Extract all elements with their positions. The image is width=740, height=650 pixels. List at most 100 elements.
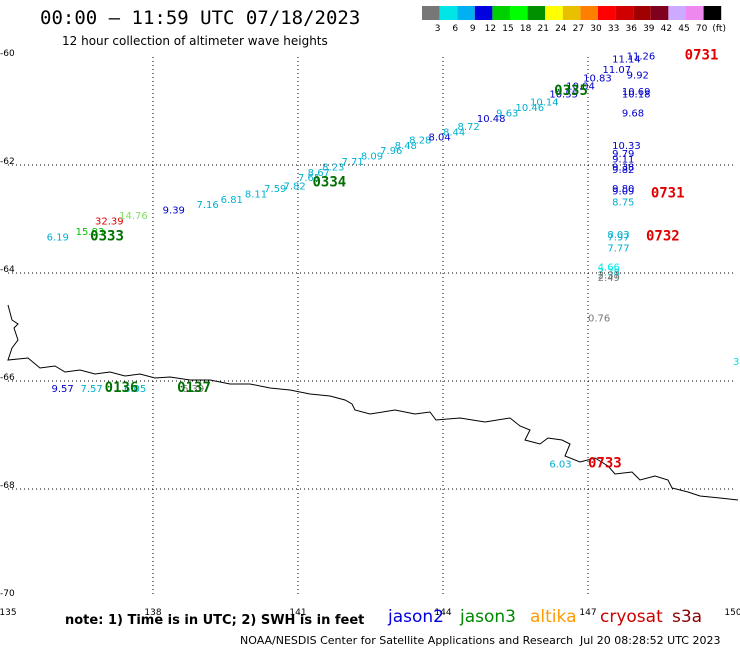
color-swatch	[492, 6, 510, 20]
sat-s3a: s3a	[672, 607, 703, 627]
units-note: note: 1) Time is in UTC; 2) SWH is in fe…	[65, 613, 365, 628]
wave-height-label: 8.67	[308, 168, 330, 179]
color-scale-label: 24	[555, 24, 567, 34]
wave-height-label: 0.76	[588, 314, 610, 325]
color-swatch	[562, 6, 581, 20]
color-swatch	[633, 6, 651, 20]
lat-label: -62	[0, 157, 15, 167]
pass-time-label: 0136	[105, 380, 139, 396]
wave-height-label: 10.18	[622, 90, 651, 101]
lon-label: 144	[434, 608, 451, 618]
color-swatch	[703, 6, 722, 20]
wave-height-label: 7.97	[607, 233, 629, 244]
color-scale-label: 36	[625, 24, 637, 34]
wave-height-label: 6.05	[124, 384, 146, 395]
color-swatch	[457, 6, 475, 20]
wave-height-label: 11.07	[603, 65, 632, 76]
wave-height-label: 2.37	[598, 270, 620, 281]
wave-height-label: 7.16	[197, 200, 219, 211]
wave-height-label: 10.48	[477, 114, 506, 125]
wave-height-label: 9.68	[622, 108, 644, 119]
credit-text: NOAA/NESDIS Center for Satellite Applica…	[240, 634, 574, 647]
lon-label: 147	[579, 608, 596, 618]
lat-label: -70	[0, 589, 15, 599]
color-scale-label: 33	[608, 24, 619, 34]
color-swatch	[686, 6, 704, 20]
color-scale-label: 15	[502, 24, 513, 34]
pass-time-label: 0334	[313, 175, 347, 191]
color-scale-label: 30	[590, 24, 602, 34]
graticule: 135 138 141 144 147 150 -60 -62 -64 -66 -68 -70	[0, 49, 740, 618]
wave-height-label: 9.38	[612, 162, 634, 173]
wave-height-label: 7.96	[380, 146, 402, 157]
antarctic-coastline	[7, 304, 739, 501]
lat-label: -60	[0, 49, 15, 59]
wave-height-label: 9.11	[612, 154, 634, 165]
pass-time-label: 0731	[651, 185, 685, 201]
color-swatch	[439, 6, 458, 20]
pass-time-label: 0137	[177, 380, 211, 396]
wave-height-label: 10.04	[566, 81, 595, 92]
color-swatch	[668, 6, 686, 20]
sat-altika: altika	[530, 607, 577, 627]
wave-height-label: 9.92	[627, 71, 649, 82]
pass-time-label: 0732	[646, 229, 680, 245]
lon-label: 141	[289, 608, 306, 618]
wave-height-label: 10.69	[622, 87, 651, 98]
wave-height-label: 10.33	[612, 141, 641, 152]
wave-height-label: 3.2	[733, 357, 740, 368]
lon-label: 135	[0, 608, 17, 618]
wave-height-label: 9.79	[612, 149, 634, 160]
wave-height-label: 11.26	[627, 52, 656, 63]
pass-time-labels: 0333 0334 0335 0731 0731 0732 0733 0136 0137	[90, 48, 718, 472]
pass-time-label: 0333	[90, 229, 124, 245]
wave-height-label: 14.76	[119, 211, 148, 222]
wave-height-label: 6.81	[221, 195, 243, 206]
color-scale-label: 70	[696, 24, 708, 34]
wave-height-label: 8.75	[612, 198, 634, 209]
wave-height-label: 15.83	[76, 227, 105, 238]
wave-height-label: 7.77	[607, 243, 629, 254]
wave-height-label: 8.72	[458, 122, 480, 133]
wave-height-label: 8.23	[322, 162, 344, 173]
wave-height-label: 9.57	[52, 384, 74, 395]
color-scale-label: (ft)	[712, 24, 726, 34]
wave-height-label: 8.28	[409, 135, 431, 146]
pass-time-label: 0733	[588, 455, 622, 471]
color-scale-label: 21	[537, 24, 548, 34]
wave-height-label: 8.09	[361, 152, 383, 163]
pass-time-label: 0335	[554, 83, 588, 99]
color-scale-label: 6	[452, 24, 458, 34]
wave-height-label: 6.39	[182, 384, 204, 395]
wave-height-label: 7.59	[264, 184, 286, 195]
color-scale-label: 39	[643, 24, 655, 34]
color-scale-label: 18	[520, 24, 532, 34]
sat-cryosat: cryosat	[600, 607, 663, 627]
wave-height-label: 9.82	[612, 165, 634, 176]
color-scale-label: 45	[678, 24, 689, 34]
wave-height-label: 8.44	[443, 127, 465, 138]
color-scale-label: 42	[661, 24, 672, 34]
map-title: 00:00 – 11:59 UTC 07/18/2023	[40, 7, 361, 29]
color-scale-label: 27	[573, 24, 584, 34]
color-swatch	[474, 6, 493, 20]
wave-height-label: 2.49	[598, 273, 620, 284]
color-scale-bar: 3 6 9 12 15 18 21 24 27 30 33 36 39 42 45 70 (ft)	[422, 6, 726, 34]
wave-height-label: 10.46	[516, 103, 545, 114]
color-scale-label: 12	[485, 24, 496, 34]
wave-height-label: 3.38	[598, 268, 620, 279]
wave-height-label: 9.63	[496, 108, 518, 119]
color-swatch	[545, 6, 563, 20]
wave-height-label: 9.09	[612, 187, 634, 198]
wave-height-label: 6.19	[47, 233, 69, 244]
wave-height-label: 9.80	[612, 184, 634, 195]
wave-height-label: 32.39	[95, 216, 124, 227]
wave-height-label: 9.39	[163, 206, 185, 217]
wave-height-label: 7.71	[342, 157, 364, 168]
generated-timestamp: Jul 20 08:28:52 UTC 2023	[580, 634, 721, 647]
wave-height-label: 7.82	[284, 181, 306, 192]
sat-jason3: jason3	[460, 607, 516, 627]
wave-height-label: 10.14	[530, 98, 559, 109]
lat-label: -66	[0, 373, 15, 383]
